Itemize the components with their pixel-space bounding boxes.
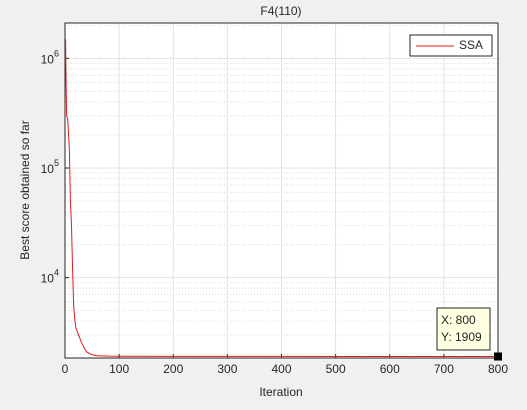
datatip-box [436, 307, 491, 351]
x-tick-label: 400 [271, 362, 291, 376]
x-tick-label: 300 [217, 362, 237, 376]
chart-title: F4(110) [260, 4, 301, 18]
x-tick-label: 0 [62, 362, 69, 376]
y-tick-label: 105 [41, 158, 59, 176]
line-series [65, 39, 499, 358]
legend: SSA [409, 34, 493, 57]
y-tick-label: 106 [41, 49, 59, 67]
x-tick-label: 100 [109, 362, 129, 376]
x-tick-label: 700 [434, 362, 454, 376]
x-axis-label: Iteration [259, 385, 302, 399]
y-tick-label: 104 [41, 268, 59, 286]
x-tick-label: 800 [488, 362, 508, 376]
x-tick-label: 600 [380, 362, 400, 376]
datatip-label: X: 800 [441, 313, 476, 327]
datatip-label: Y: 1909 [441, 330, 482, 344]
x-tick-label: 200 [163, 362, 183, 376]
legend-label: SSA [459, 38, 483, 52]
y-axis-label: Best score obtained so far [18, 120, 32, 259]
axes-box [64, 22, 499, 359]
x-tick-label: 500 [326, 362, 346, 376]
datatip-marker [494, 352, 502, 361]
